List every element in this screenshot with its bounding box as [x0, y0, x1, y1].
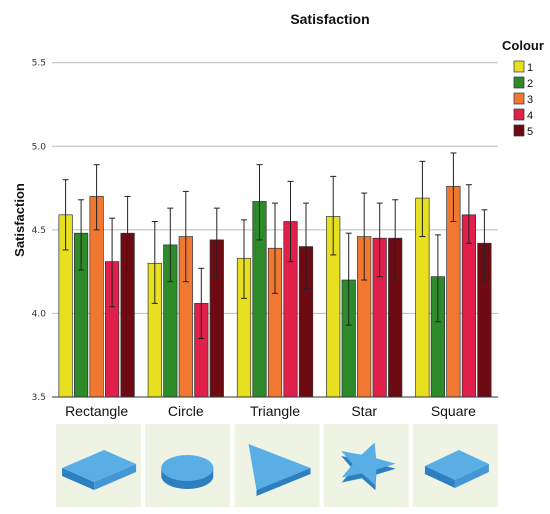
error-bar-circle-2	[167, 207, 174, 283]
error-bar-circle-1	[151, 221, 158, 304]
legend-label-5: 5	[527, 126, 533, 138]
rectangle-shape-icon	[56, 424, 142, 507]
error-bar-circle-3	[182, 190, 189, 283]
legend-label-4: 4	[527, 110, 533, 122]
y-axis-label: Satisfaction	[12, 183, 27, 257]
category-label-square: Square	[431, 403, 476, 419]
legend-title: Colour	[502, 38, 544, 53]
legend: Colour 1 2 3 4 5	[502, 38, 544, 138]
error-bar-triangle-4	[287, 180, 294, 263]
error-bar-rectangle-5	[124, 195, 131, 273]
legend-label-1: 1	[527, 62, 533, 74]
category-label-circle: Circle	[168, 403, 204, 419]
legend-swatch-2	[513, 76, 525, 89]
category-label-triangle: Triangle	[250, 403, 300, 419]
error-bar-square-5	[481, 209, 488, 281]
error-bar-circle-5	[213, 207, 220, 278]
error-bar-rectangle-3	[93, 164, 100, 231]
error-bar-rectangle-4	[109, 217, 116, 308]
error-bar-triangle-2	[256, 164, 263, 241]
error-bar-square-2	[434, 234, 441, 323]
error-bar-rectangle-1	[62, 179, 69, 251]
category-label-star: Star	[351, 403, 377, 419]
y-tick-label: 4.5	[32, 226, 46, 236]
category-labels: Rectangle Circle Triangle Star Square	[65, 403, 476, 419]
error-bar-star-1	[330, 175, 337, 256]
error-bar-triangle-1	[241, 219, 247, 299]
y-tick-label: 4.0	[32, 309, 47, 319]
error-bar-star-3	[361, 192, 368, 281]
square-shape-icon	[412, 424, 498, 507]
error-bar-triangle-5	[303, 202, 309, 289]
error-bar-circle-4	[198, 267, 205, 339]
error-bar-square-3	[450, 152, 457, 222]
error-bars	[62, 152, 488, 339]
error-bar-square-1	[419, 160, 426, 238]
circle-shape-icon	[145, 424, 231, 507]
error-bar-rectangle-2	[78, 199, 85, 271]
y-tick-label: 5.5	[32, 59, 46, 69]
triangle-shape-icon	[234, 424, 320, 507]
bars	[58, 186, 492, 398]
error-bar-star-5	[392, 199, 399, 279]
star-shape-icon	[323, 424, 409, 507]
legend-label-3: 3	[527, 94, 533, 106]
legend-label-2: 2	[527, 78, 533, 90]
shape-illustrations	[56, 424, 498, 507]
chart-title: Satisfaction	[290, 11, 369, 27]
legend-swatch-4	[513, 108, 525, 121]
legend-swatch-3	[513, 92, 525, 105]
legend-swatch-5	[513, 124, 525, 137]
error-bar-square-4	[465, 184, 472, 244]
error-bar-star-2	[345, 232, 352, 326]
legend-swatch-1	[513, 60, 525, 73]
y-tick-label: 5.0	[32, 142, 47, 152]
category-label-rectangle: Rectangle	[65, 403, 128, 419]
y-axis-ticks: 3.5 4.0 4.5 5.0 5.5	[32, 59, 47, 403]
error-bar-triangle-3	[272, 202, 278, 294]
y-tick-label: 3.5	[32, 393, 46, 403]
error-bar-star-4	[376, 202, 383, 278]
